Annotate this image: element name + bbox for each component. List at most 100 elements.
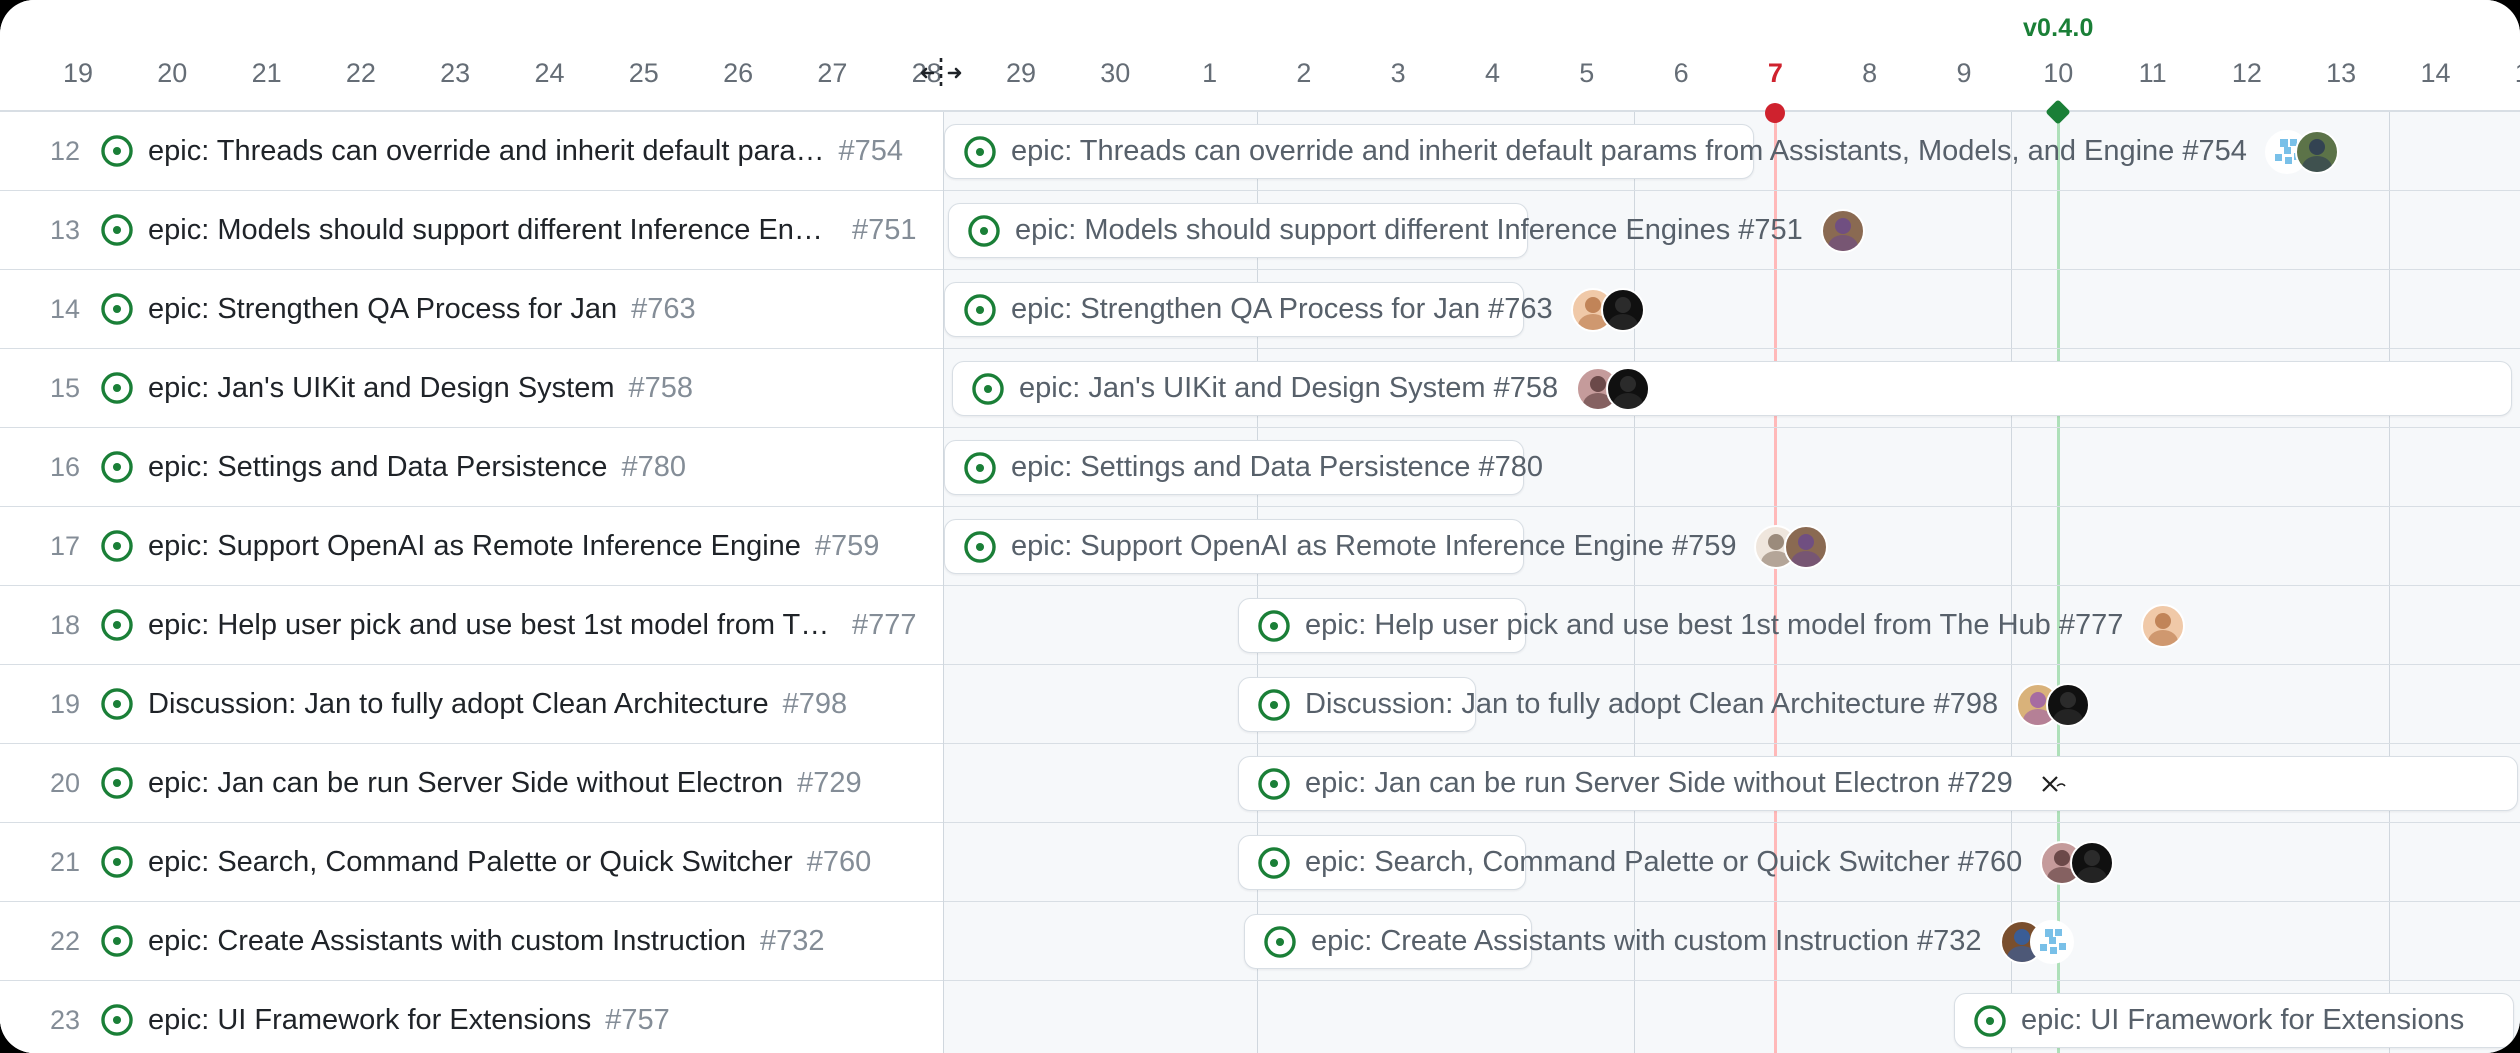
avatar-dark[interactable] <box>1606 366 1651 411</box>
avatar-photo-green[interactable] <box>2294 129 2339 174</box>
issue-title[interactable]: epic: Jan can be run Server Side without… <box>148 766 784 799</box>
avatar-dark[interactable] <box>1600 287 1645 332</box>
assignee-avatars[interactable] <box>2016 682 2091 727</box>
gantt-bar[interactable]: epic: Search, Command Palette or Quick S… <box>1238 835 2115 890</box>
issue-title[interactable]: epic: UI Framework for Extensions <box>148 1003 592 1036</box>
open-issue-icon <box>967 214 1001 248</box>
axis-tick-30: 30 <box>1100 58 1131 88</box>
issue-number[interactable]: #758 <box>628 371 694 404</box>
list-item[interactable]: 14 epic: Strengthen QA Process for Jan #76… <box>0 270 943 349</box>
issue-number[interactable]: #729 <box>797 766 862 799</box>
issue-number[interactable]: #759 <box>814 529 880 562</box>
issue-title[interactable]: epic: Settings and Data Persistence <box>148 450 608 483</box>
axis-tick-15: 15 <box>2515 58 2520 89</box>
axis-tick-14: 14 <box>2420 58 2451 88</box>
gantt-bar[interactable]: epic: Settings and Data Persistence #780 <box>944 440 1543 495</box>
open-issue-icon <box>963 530 997 564</box>
issue-number[interactable]: #777 <box>852 608 917 641</box>
gantt-bar[interactable]: epic: Help user pick and use best 1st mo… <box>1238 598 2186 653</box>
list-item[interactable]: 13 epic: Models should support different … <box>0 191 943 270</box>
issue-title[interactable]: epic: Search, Command Palette or Quick S… <box>148 845 793 878</box>
issue-title[interactable]: epic: Support OpenAI as Remote Inference… <box>148 529 801 562</box>
gantt-row: epic: Models should support different In… <box>944 191 2520 270</box>
milestone-gridline <box>2057 112 2061 1053</box>
avatar-signature-white[interactable] <box>2030 761 2075 806</box>
issue-number[interactable]: #732 <box>759 924 825 957</box>
issue-title[interactable]: epic: Jan's UIKit and Design System <box>148 371 615 404</box>
axis-tick-27: 27 <box>817 58 848 88</box>
open-issue-icon <box>971 372 1005 406</box>
list-item[interactable]: 18 epic: Help user pick and use best 1st … <box>0 586 943 665</box>
gantt-bar-content: epic: Settings and Data Persistence #780 <box>945 451 1543 485</box>
assignee-avatars[interactable] <box>1754 524 1829 569</box>
gantt-bar[interactable]: epic: Threads can override and inherit d… <box>944 124 2339 179</box>
row-number: 14 <box>49 293 80 324</box>
gantt-bar[interactable]: epic: Jan can be run Server Side without… <box>1238 756 2518 811</box>
axis-tick-21: 21 <box>251 58 282 88</box>
issue-title[interactable]: epic: Create Assistants with custom Inst… <box>148 924 746 957</box>
list-item[interactable]: 16 epic: Settings and Data Persistence #78… <box>0 428 943 507</box>
assignee-avatars[interactable] <box>1576 366 1651 411</box>
list-item[interactable]: 19 Discussion: Jan to fully adopt Clean A… <box>0 665 943 744</box>
gantt-row: epic: UI Framework for Extensions <box>944 981 2520 1053</box>
list-item[interactable]: 17 epic: Support OpenAI as Remote Inferen… <box>0 507 943 586</box>
assignee-avatars[interactable] <box>2141 603 2186 648</box>
gantt-bar[interactable]: epic: UI Framework for Extensions <box>1954 993 2514 1048</box>
gantt-bar-label: epic: Jan can be run Server Side without… <box>1305 767 2013 799</box>
list-item[interactable]: 15 epic: Jan's UIKit and Design System #75… <box>0 349 943 428</box>
assignee-avatars[interactable] <box>2040 840 2115 885</box>
gantt-bar[interactable]: epic: Create Assistants with custom Inst… <box>1244 914 2074 969</box>
avatar-person-purple[interactable] <box>1784 524 1829 569</box>
list-item[interactable]: 22 epic: Create Assistants with custom In… <box>0 902 943 981</box>
chart-area: epic: Threads can override and inherit d… <box>944 112 2520 1053</box>
gantt-row: epic: Help user pick and use best 1st mo… <box>944 586 2520 665</box>
gantt-row: epic: Threads can override and inherit d… <box>944 112 2520 191</box>
issue-list-panel: 12 epic: Threads can override and inherit… <box>0 112 944 1053</box>
issue-number[interactable]: #798 <box>782 687 848 720</box>
gantt-bar[interactable]: epic: Models should support different In… <box>948 203 1865 258</box>
issue-title[interactable]: epic: Strengthen QA Process for Jan <box>148 292 618 325</box>
avatar-jan-logo[interactable] <box>2029 919 2074 964</box>
issue-title[interactable]: epic: Models should support different In… <box>148 213 838 246</box>
list-item[interactable]: 20 epic: Jan can be run Server Side witho… <box>0 744 943 823</box>
axis-tick-4: 4 <box>1484 58 1501 88</box>
issue-number[interactable]: #763 <box>631 292 696 325</box>
avatar-dark[interactable] <box>2070 840 2115 885</box>
issue-title[interactable]: epic: Help user pick and use best 1st mo… <box>148 608 838 641</box>
open-issue-icon <box>963 451 997 485</box>
assignee-avatars[interactable] <box>2264 129 2339 174</box>
gantt-bar[interactable]: epic: Jan's UIKit and Design System #758 <box>952 361 2512 416</box>
axis-tick-26: 26 <box>723 58 754 88</box>
avatar-face-peach[interactable] <box>2141 603 2186 648</box>
gantt-bar-content: epic: Search, Command Palette or Quick S… <box>1239 840 2115 885</box>
issue-number[interactable]: #760 <box>806 845 872 878</box>
gantt-bar[interactable]: Discussion: Jan to fully adopt Clean Arc… <box>1238 677 2091 732</box>
open-issue-icon <box>86 687 148 721</box>
assignee-avatars[interactable] <box>2030 761 2075 806</box>
milestone-label-v040[interactable]: v0.4.0 <box>2022 14 2094 42</box>
assignee-avatars[interactable] <box>1570 287 1645 332</box>
open-issue-icon <box>86 924 148 958</box>
open-issue-icon <box>86 292 148 326</box>
gridline <box>1256 112 1258 1053</box>
gantt-bar-label: epic: Help user pick and use best 1st mo… <box>1305 609 2124 641</box>
assignee-avatars[interactable] <box>1999 919 2074 964</box>
open-issue-icon <box>1257 846 1291 880</box>
list-item[interactable]: 12 epic: Threads can override and inherit… <box>0 112 943 191</box>
issue-title[interactable]: Discussion: Jan to fully adopt Clean Arc… <box>148 687 769 720</box>
gantt-bar[interactable]: epic: Strengthen QA Process for Jan #763 <box>944 282 1645 337</box>
axis-tick-25: 25 <box>628 58 659 88</box>
issue-number[interactable]: #751 <box>852 213 917 246</box>
issue-number[interactable]: #754 <box>838 134 904 167</box>
list-item[interactable]: 23 epic: UI Framework for Extensions #757 <box>0 981 943 1053</box>
gantt-bar[interactable]: epic: Support OpenAI as Remote Inference… <box>944 519 1829 574</box>
issue-number[interactable]: #757 <box>605 1003 670 1036</box>
avatar-person-purple[interactable] <box>1820 208 1865 253</box>
list-item[interactable]: 21 epic: Search, Command Palette or Quick… <box>0 823 943 902</box>
gantt-bar-label: epic: Threads can override and inherit d… <box>1011 135 2247 167</box>
issue-title[interactable]: epic: Threads can override and inherit d… <box>148 134 825 167</box>
issue-number[interactable]: #780 <box>621 450 686 483</box>
avatar-dark[interactable] <box>2046 682 2091 727</box>
gantt-row: epic: Jan's UIKit and Design System #758 <box>944 349 2520 428</box>
assignee-avatars[interactable] <box>1820 208 1865 253</box>
